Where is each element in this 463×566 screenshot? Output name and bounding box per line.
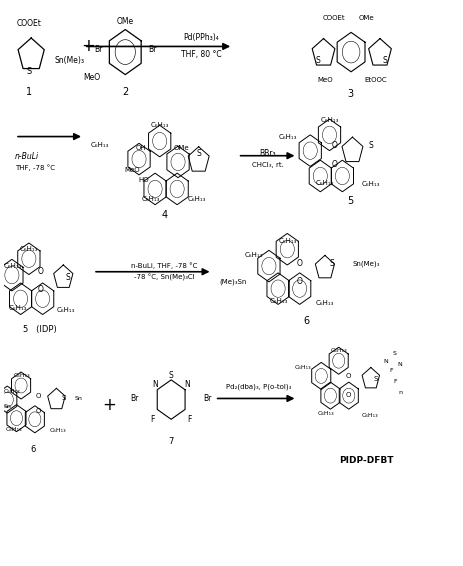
Text: COOEt: COOEt <box>16 19 41 28</box>
Text: C₆H₁₃: C₆H₁₃ <box>13 374 30 379</box>
Text: S: S <box>196 149 200 158</box>
Text: O: O <box>35 409 41 414</box>
Text: C₆H₁₃: C₆H₁₃ <box>6 427 22 432</box>
Text: O: O <box>35 393 41 398</box>
Text: 2: 2 <box>122 87 128 97</box>
Text: Pd(PPh₃)₄: Pd(PPh₃)₄ <box>183 33 219 42</box>
Text: Br: Br <box>203 394 211 403</box>
Text: -78 °C, Sn(Me)₃Cl: -78 °C, Sn(Me)₃Cl <box>134 274 194 281</box>
Text: C₆H₁₃: C₆H₁₃ <box>278 238 297 244</box>
Text: F: F <box>393 379 396 384</box>
Text: HO: HO <box>138 178 149 183</box>
Text: PIDP-DFBT: PIDP-DFBT <box>338 456 393 465</box>
Text: S: S <box>392 351 396 356</box>
Text: S: S <box>61 396 65 401</box>
Text: Sn: Sn <box>4 405 12 409</box>
Text: S: S <box>368 140 372 149</box>
Text: EtOOC: EtOOC <box>363 77 386 83</box>
Text: C₆H₁₃: C₆H₁₃ <box>317 411 333 416</box>
Text: BBr₃: BBr₃ <box>259 149 275 158</box>
Text: OH: OH <box>135 145 145 151</box>
Text: S: S <box>372 376 377 381</box>
Text: C₆H₁₃: C₆H₁₃ <box>141 195 159 201</box>
Text: O: O <box>344 392 350 397</box>
Text: F: F <box>150 415 155 424</box>
Text: O: O <box>296 277 302 286</box>
Text: MeO: MeO <box>83 73 100 82</box>
Text: (Me)₃Sn: (Me)₃Sn <box>219 278 246 285</box>
Text: C₆H₁₃: C₆H₁₃ <box>4 263 22 269</box>
Text: Sn(Me)₃: Sn(Me)₃ <box>54 56 84 65</box>
Text: Sn: Sn <box>75 396 82 401</box>
Text: 7: 7 <box>168 438 174 447</box>
Text: 6: 6 <box>303 316 309 327</box>
Text: N: N <box>152 380 157 389</box>
Text: +: + <box>102 396 116 414</box>
Text: C₆H₁₃: C₆H₁₃ <box>244 252 263 258</box>
Text: MeO: MeO <box>124 168 140 173</box>
Text: Br: Br <box>148 45 156 54</box>
Text: OMe: OMe <box>117 16 133 25</box>
Text: S: S <box>382 56 386 65</box>
Text: O: O <box>331 140 336 149</box>
Text: C₆H₁₃: C₆H₁₃ <box>361 182 379 187</box>
Text: C₆H₁₃: C₆H₁₃ <box>319 117 338 123</box>
Text: n: n <box>398 391 401 395</box>
Text: C₆H₁₃: C₆H₁₃ <box>56 307 75 313</box>
Text: C₆H₁₃: C₆H₁₃ <box>91 142 109 148</box>
Text: C₆H₁₃: C₆H₁₃ <box>330 348 346 353</box>
Text: Br: Br <box>94 45 102 54</box>
Text: 4: 4 <box>161 211 167 220</box>
Text: O: O <box>38 267 43 276</box>
Text: COOEt: COOEt <box>322 15 344 22</box>
Text: F: F <box>187 415 191 424</box>
Text: Sn(Me)₃: Sn(Me)₃ <box>352 260 379 267</box>
Text: 5: 5 <box>346 196 352 207</box>
Text: S: S <box>329 259 333 268</box>
Text: 1: 1 <box>26 87 32 97</box>
Text: C₆H₁₃: C₆H₁₃ <box>4 389 20 393</box>
Text: CHCl₃, rt.: CHCl₃, rt. <box>251 162 283 168</box>
Text: C₆H₁₃: C₆H₁₃ <box>361 413 377 418</box>
Text: S: S <box>315 56 320 65</box>
Text: C₆H₁₃: C₆H₁₃ <box>150 122 169 128</box>
Text: O: O <box>344 373 350 379</box>
Text: C₆H₁₃: C₆H₁₃ <box>19 246 38 252</box>
Text: S: S <box>26 67 31 76</box>
Text: OMe: OMe <box>173 145 188 151</box>
Text: n-BuLi, THF, -78 °C: n-BuLi, THF, -78 °C <box>131 263 197 269</box>
Text: MeO: MeO <box>316 77 332 83</box>
Text: C₆H₁₃: C₆H₁₃ <box>269 298 288 304</box>
Text: OMe: OMe <box>357 15 373 22</box>
Text: C₆H₁₃: C₆H₁₃ <box>294 365 311 370</box>
Text: S: S <box>169 371 173 380</box>
Text: 3: 3 <box>346 89 352 99</box>
Text: 5   (IDP): 5 (IDP) <box>24 325 57 334</box>
Text: THF, -78 °C: THF, -78 °C <box>15 164 55 171</box>
Text: 6: 6 <box>31 445 36 454</box>
Text: N: N <box>184 380 190 389</box>
Text: THF, 80 °C: THF, 80 °C <box>180 50 221 59</box>
Text: C₆H₁₃: C₆H₁₃ <box>278 134 297 140</box>
Text: O: O <box>331 160 336 169</box>
Text: F: F <box>388 368 392 373</box>
Text: C₆H₁₃: C₆H₁₃ <box>187 195 205 201</box>
Text: +: + <box>81 37 95 55</box>
Text: N: N <box>397 362 401 367</box>
Text: C₆H₁₃: C₆H₁₃ <box>315 300 333 306</box>
Text: O: O <box>38 285 43 294</box>
Text: S: S <box>65 273 70 282</box>
Text: C₆H₁₃: C₆H₁₃ <box>50 428 66 433</box>
Text: n-BuLi: n-BuLi <box>15 152 39 161</box>
Text: C₆H₁₃: C₆H₁₃ <box>8 305 26 311</box>
Text: O: O <box>296 259 302 268</box>
Text: C₆H₁₃: C₆H₁₃ <box>315 180 333 186</box>
Text: N: N <box>383 359 388 365</box>
Text: Br: Br <box>131 394 139 403</box>
Text: Pd₂(dba)₃, P(o-tol)₃: Pd₂(dba)₃, P(o-tol)₃ <box>225 384 290 391</box>
